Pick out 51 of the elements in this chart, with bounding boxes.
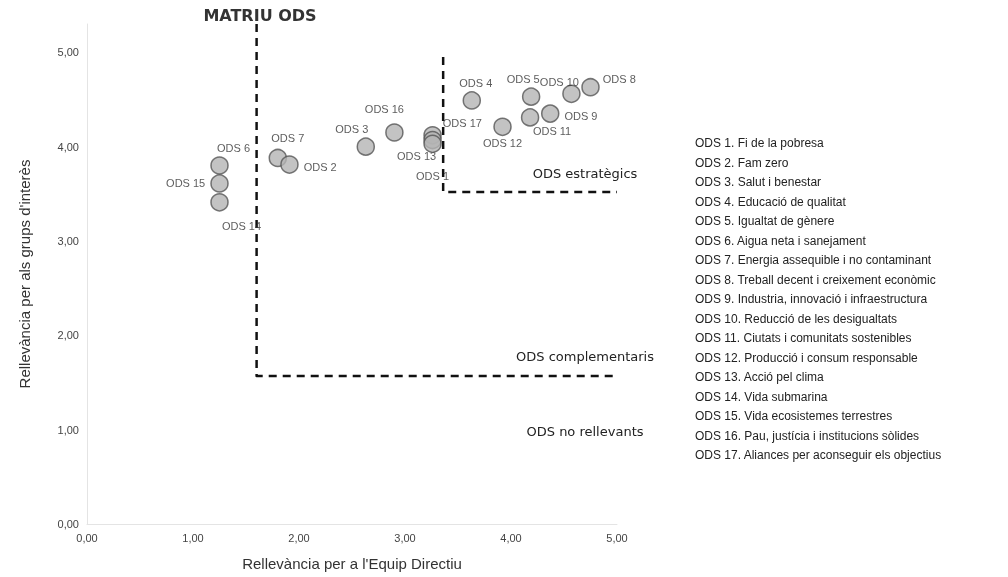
text: ODS 5. Igualtat de gènere <box>695 213 836 230</box>
text: ODS 4. Educació de qualitat <box>695 193 847 211</box>
series-label: ODS 7 <box>271 132 305 145</box>
x-tick-label: 0,00 <box>76 531 98 544</box>
text: ODS 9. Industria, innovació i infraestructura <box>695 291 929 308</box>
series-label: ODS 2 <box>303 160 337 173</box>
annotation: ODS complementaris <box>516 348 655 364</box>
text: ODS 11. Ciutats i comunitats sostenibles <box>695 330 913 347</box>
y-axis-title: Rellevància per als grups d'interès <box>16 159 33 389</box>
text: ODS 1 <box>416 169 450 182</box>
annotation: ODS estratègics <box>532 165 638 181</box>
x-tick-label: 1,00 <box>182 531 204 544</box>
text: ODS 3. Salut i benestar <box>695 174 823 191</box>
series-label: ODS 10 <box>539 76 579 89</box>
y-tick-label: 3,00 <box>57 234 79 247</box>
series-label: ODS 13 <box>396 149 437 162</box>
text: ODS 17. Aliances per aconseguir els objectius <box>695 447 942 464</box>
text: ODS 12. Producció i consum responsable <box>695 349 919 367</box>
chart-title: MATRIU ODS <box>203 5 317 25</box>
series-label: ODS 16 <box>364 102 404 115</box>
series-label: ODS 9 <box>564 109 598 122</box>
series-label: ODS 11 <box>532 125 572 138</box>
text: ODS 15. Vida ecosistemes terrestres <box>695 408 894 425</box>
series-label: ODS 15 <box>166 177 206 190</box>
text: ODS 14. Vida submarina <box>695 388 829 406</box>
x-tick-label: 4,00 <box>500 531 522 544</box>
y-tick-label: 4,00 <box>57 140 79 153</box>
text: ODS 16. Pau, justícia i institucions sòlides <box>695 427 921 445</box>
series-label: ODS 8 <box>602 73 636 86</box>
text: ODS 8. Treball decent i creixement econòmic <box>695 271 937 289</box>
text: ODS 6. Aigua neta i sanejament <box>695 232 867 250</box>
x-tick-label: 2,00 <box>288 531 310 544</box>
series-label: ODS 5 <box>506 72 540 85</box>
series-label: ODS 3 <box>335 122 369 135</box>
y-tick-label: 5,00 <box>57 46 79 59</box>
y-tick-label: 1,00 <box>57 423 79 436</box>
x-tick-label: 5,00 <box>606 531 628 544</box>
x-axis-title: Rellevància per a l'Equip Directiu <box>242 555 462 572</box>
series-label: ODS 4 <box>459 76 493 89</box>
x-tick-label: 3,00 <box>394 531 416 544</box>
series-label: ODS 12 <box>482 136 523 149</box>
annotation: ODS no rellevants <box>526 423 644 439</box>
series-label: ODS 6 <box>216 141 251 154</box>
series-label: ODS 17 <box>442 117 482 130</box>
text: ODS 1. Fi de la pobresa <box>695 135 825 152</box>
y-tick-label: 2,00 <box>57 329 79 342</box>
text: ODS 2. Fam zero <box>695 154 790 172</box>
y-tick-label: 0,00 <box>57 518 79 530</box>
text: ODS 7. Energia assequible i no contaminant <box>695 252 933 269</box>
text: ODS 10. Reducció de les desigualtats <box>695 310 899 328</box>
text: ODS 13. Acció pel clima <box>695 369 825 386</box>
